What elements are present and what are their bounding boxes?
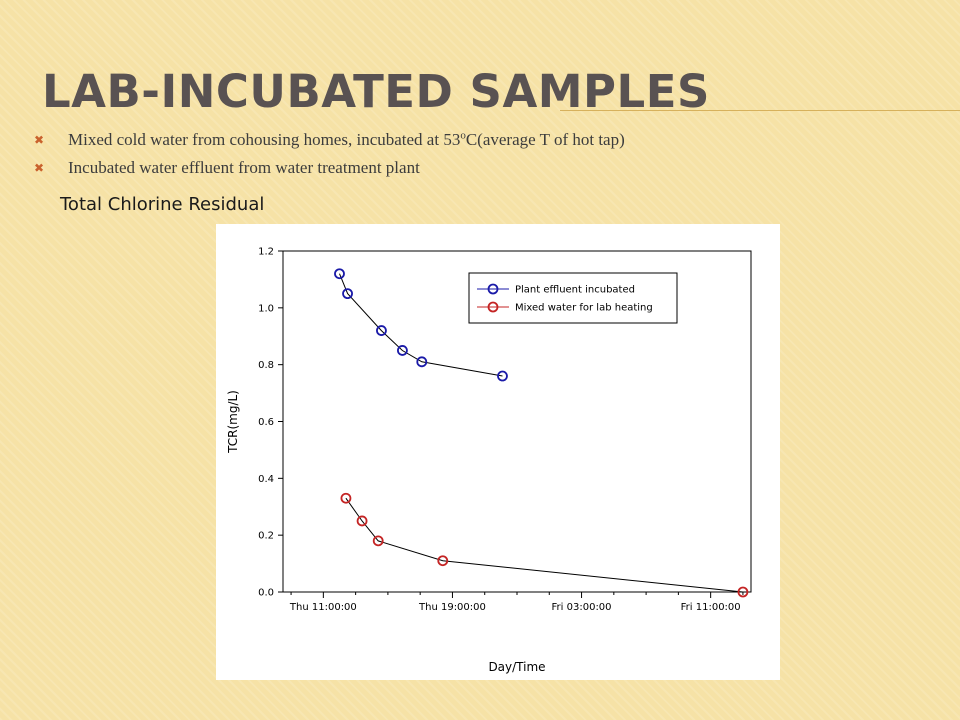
y-tick-label: 0.8 xyxy=(258,360,274,371)
bullet-text-tail: C(average T of hot tap) xyxy=(465,130,625,149)
data-point xyxy=(397,345,408,356)
bullet-list: ✖ Mixed cold water from cohousing homes,… xyxy=(30,128,625,184)
data-point xyxy=(376,325,387,336)
y-tick-label: 1.0 xyxy=(258,303,274,314)
x-axis-title: Day/Time xyxy=(488,660,545,674)
bullet-text: Mixed cold water from cohousing homes, i… xyxy=(68,130,461,149)
x-bullet-icon: ✖ xyxy=(34,133,45,147)
data-point xyxy=(372,535,384,547)
legend-marker xyxy=(487,283,499,295)
y-axis-title: TCR(mg/L) xyxy=(226,390,240,454)
chart-panel: 0.0 0.2 0.4 0.6 0.8 1.0 1.2 Thu 11:00:00 Thu 19:… xyxy=(216,224,780,680)
slide-title: Lab-incubated samples xyxy=(42,65,710,118)
y-tick-label: 1.2 xyxy=(258,247,274,258)
data-point xyxy=(340,492,352,504)
x-tick-label: Fri 11:00:00 xyxy=(681,602,741,613)
series-line xyxy=(345,497,743,593)
series-line xyxy=(339,273,503,377)
y-tick-label: 0.4 xyxy=(258,474,274,485)
data-point xyxy=(497,370,508,382)
legend-label: Mixed water for lab heating xyxy=(515,303,653,314)
x-tick-label: Thu 19:00:00 xyxy=(418,602,486,613)
data-point xyxy=(334,268,345,280)
data-point xyxy=(437,555,449,567)
title-divider xyxy=(560,110,960,111)
data-point xyxy=(416,356,428,368)
x-tick-label: Fri 03:00:00 xyxy=(552,602,612,613)
bullet-item: ✖ Mixed cold water from cohousing homes,… xyxy=(30,128,625,156)
legend-box xyxy=(468,272,678,324)
chart-svg: 0.0 0.2 0.4 0.6 0.8 1.0 1.2 Thu 11:00:00 Thu 19:… xyxy=(226,247,752,674)
data-point xyxy=(342,288,353,300)
data-point xyxy=(356,515,368,527)
x-bullet-icon: ✖ xyxy=(34,161,45,175)
legend-label: Plant effluent incubated xyxy=(515,285,635,296)
y-tick-label: 0.2 xyxy=(258,531,274,542)
y-tick-label: 0.6 xyxy=(258,417,274,428)
chart-title: Total Chlorine Residual xyxy=(60,194,265,215)
y-tick-label: 0.0 xyxy=(258,588,274,599)
legend-marker xyxy=(487,301,499,313)
x-tick-label: Thu 11:00:00 xyxy=(289,602,357,613)
bullet-item: ✖ Incubated water effluent from water tr… xyxy=(30,156,625,184)
data-point xyxy=(737,586,749,598)
bullet-text: Incubated water effluent from water trea… xyxy=(68,158,420,177)
bullet-superscript: o xyxy=(460,129,466,142)
